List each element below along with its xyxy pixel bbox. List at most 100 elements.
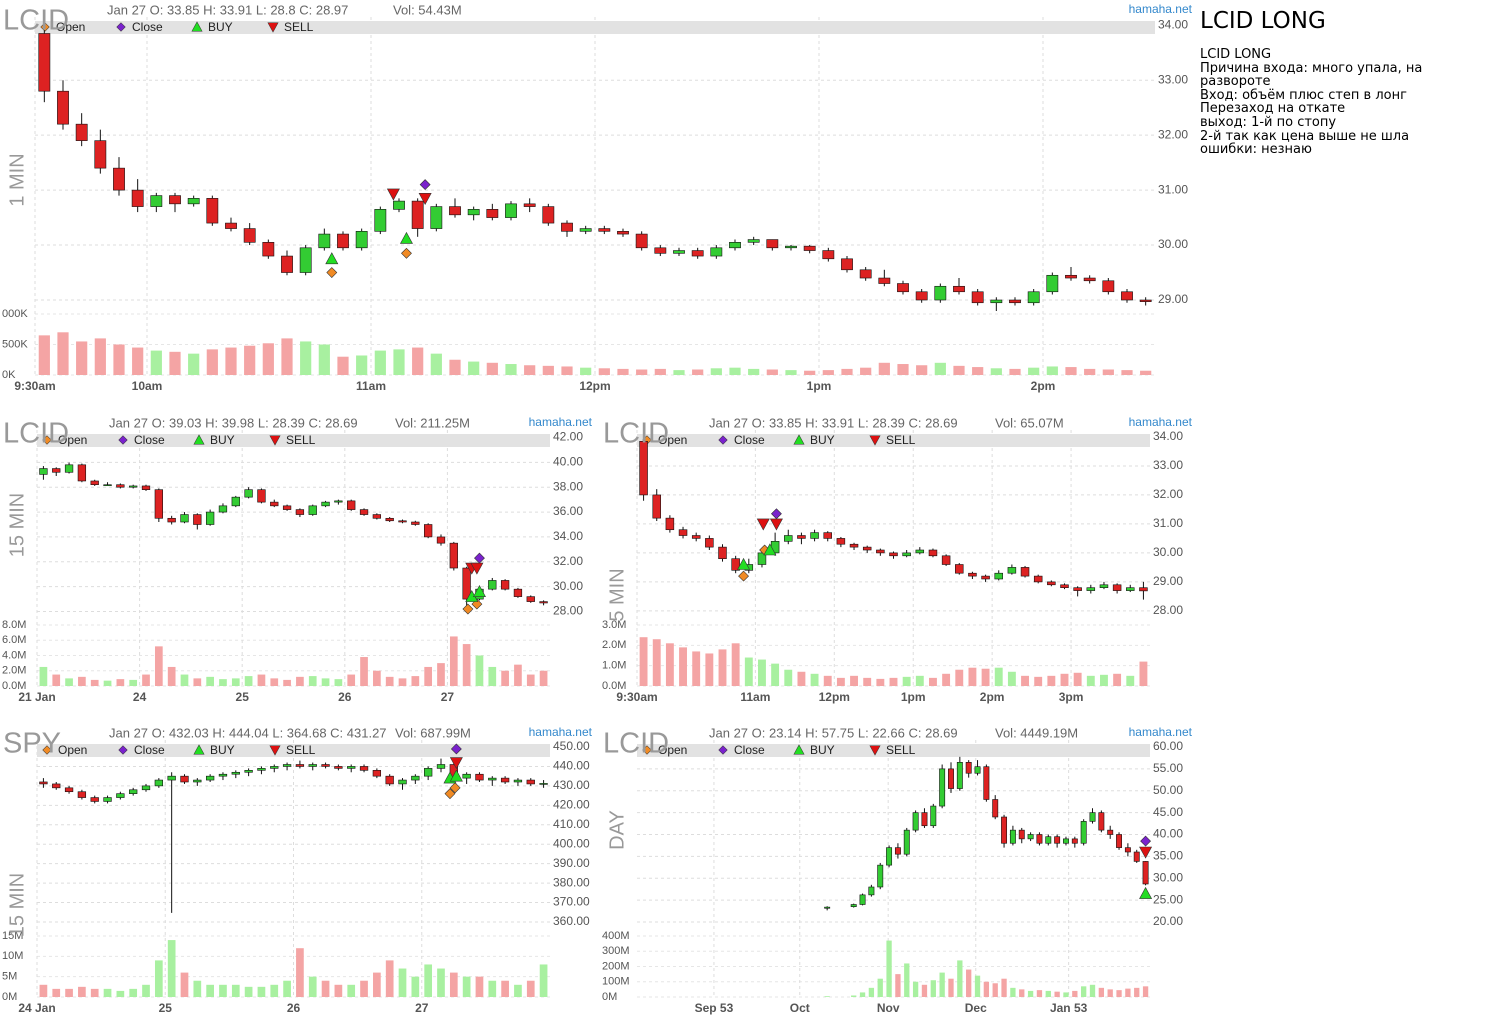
time-tick-label: 21 Jan — [18, 690, 55, 704]
volume-bar — [262, 343, 274, 375]
candle-body — [718, 546, 727, 560]
legend-label: Close — [132, 20, 163, 34]
volume-bar — [514, 664, 522, 686]
volume-bar — [878, 362, 890, 375]
price-tick-label: 32.00 — [553, 554, 583, 568]
volume-bar — [617, 368, 629, 375]
candle-body — [1009, 829, 1016, 844]
candle-body — [971, 291, 984, 304]
candle-body — [526, 596, 535, 602]
legend-marker — [869, 745, 881, 756]
note-line: Перезаход на откате — [1200, 101, 1346, 117]
volume-tick-label: 10M — [2, 950, 23, 962]
volume-bar — [851, 995, 857, 997]
volume-bar — [52, 988, 61, 997]
volume-bar — [65, 988, 73, 997]
candle-body — [141, 785, 151, 791]
volume-bar — [373, 972, 381, 997]
volume-bar — [94, 338, 106, 375]
candle-body — [205, 511, 215, 525]
volume-bar — [150, 350, 162, 375]
price-tick-label: 420.00 — [553, 798, 590, 812]
candle-body — [1102, 280, 1115, 293]
candle-body — [823, 532, 832, 539]
signal-marker — [401, 247, 412, 259]
candle-body — [430, 206, 443, 229]
candle-body — [411, 200, 424, 229]
volume-bar — [542, 365, 554, 375]
candle-body — [462, 773, 471, 779]
volume-bar — [142, 674, 150, 686]
candle-body — [862, 546, 872, 551]
candle-body — [52, 468, 61, 473]
volume-header: Vol: 211.25M — [395, 415, 470, 430]
candle-body — [500, 777, 510, 783]
candle-body — [849, 543, 859, 548]
watermark: hamaha.net — [1129, 415, 1193, 429]
candle-body — [878, 277, 891, 284]
signal-marker — [771, 508, 782, 520]
volume-bar — [321, 678, 330, 686]
time-tick-label: Sep 53 — [695, 1001, 734, 1015]
volume-bar — [334, 984, 343, 997]
candle-body — [150, 195, 163, 207]
candle-body — [347, 500, 356, 510]
note-line: Причина входа: много упала, на развороте — [1200, 60, 1423, 90]
price-tick-label: 34.00 — [1158, 17, 1188, 31]
volume-bar — [257, 986, 266, 997]
volume-bar — [257, 674, 266, 686]
candle-body — [321, 501, 330, 507]
volume-bar — [654, 368, 666, 375]
volume-bar — [841, 368, 853, 375]
price-tick-label: 31.00 — [1153, 516, 1183, 530]
legend-label: Open — [58, 433, 87, 447]
watermark: hamaha.net — [529, 725, 593, 739]
candle-body — [193, 779, 202, 783]
candle-body — [948, 768, 954, 789]
candle-body — [539, 601, 548, 604]
note-line: 2-й так как цена выше не шла — [1200, 128, 1410, 144]
price-tick-label: 29.00 — [1158, 292, 1188, 306]
volume-bar — [902, 676, 911, 686]
price-tick-label: 20.00 — [1153, 914, 1183, 928]
candle-body — [218, 773, 228, 777]
volume-bar — [1116, 990, 1122, 997]
price-tick-label: 42.00 — [553, 430, 583, 444]
price-tick-label: 430.00 — [553, 778, 590, 792]
legend-marker — [116, 22, 126, 32]
price-tick-label: 400.00 — [553, 836, 590, 850]
volume-bar — [385, 960, 394, 997]
signal-marker — [449, 757, 463, 770]
volume-bar — [39, 666, 48, 686]
volume-bar — [1046, 366, 1058, 375]
volume-bar — [692, 651, 701, 686]
legend-band — [637, 434, 1150, 447]
candle-body — [1112, 584, 1122, 591]
signal-marker — [462, 603, 474, 615]
volume-bar — [822, 370, 834, 375]
time-tick-label: 9:30am — [616, 690, 657, 704]
legend-marker — [718, 745, 728, 755]
symbol-label: LCID — [603, 728, 669, 760]
volume-tick-label: 8.0M — [2, 619, 26, 631]
volume-bar — [729, 367, 741, 375]
candle-body — [129, 485, 138, 488]
candle-body — [915, 549, 925, 554]
price-tick-label: 32.00 — [1158, 127, 1188, 141]
note-line: выход: 1-й по стопу — [1200, 114, 1337, 130]
volume-bar — [797, 671, 806, 686]
volume-bar — [180, 674, 189, 686]
signal-marker — [449, 782, 461, 794]
candle-body — [836, 538, 846, 545]
volume-tick-label: 2.0M — [602, 639, 626, 651]
volume-bar — [321, 980, 330, 997]
volume-tick-label: 6.0M — [2, 634, 26, 646]
volume-bar — [639, 637, 648, 686]
volume-bar — [296, 676, 304, 686]
timeframe-label: 15 MIN — [6, 493, 28, 557]
volume-bar — [1084, 368, 1096, 375]
volume-bar — [206, 984, 214, 997]
volume-bar — [652, 639, 661, 686]
volume-bar — [398, 678, 407, 686]
volume-bar — [598, 368, 610, 375]
